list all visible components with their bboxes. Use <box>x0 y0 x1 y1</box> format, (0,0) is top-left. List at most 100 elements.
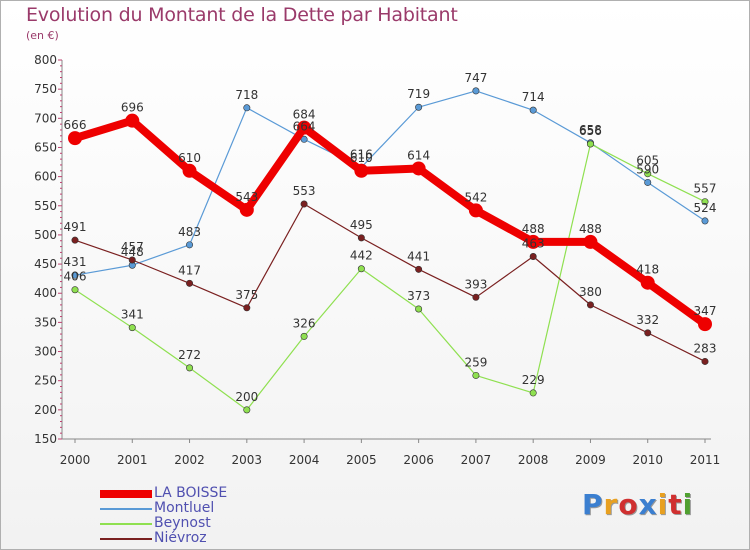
data-label: 542 <box>464 190 487 204</box>
data-label: 463 <box>522 236 545 250</box>
legend: LA BOISSE Montluel Beynost Niévroz <box>100 485 360 546</box>
x-tick-label: 2008 <box>518 453 549 467</box>
data-point <box>300 200 308 208</box>
data-label: 719 <box>407 87 430 101</box>
data-label: 543 <box>235 190 258 204</box>
data-label: 491 <box>64 220 87 234</box>
data-label: 610 <box>178 151 201 165</box>
data-label: 417 <box>178 263 201 277</box>
data-label: 553 <box>293 184 316 198</box>
x-tick-label: 2000 <box>60 453 91 467</box>
data-point <box>415 265 423 273</box>
legend-swatch <box>100 508 152 510</box>
x-tick-label: 2005 <box>346 453 377 467</box>
logo-letter: i <box>682 488 694 521</box>
data-point <box>243 304 251 312</box>
data-label: 347 <box>694 304 717 318</box>
data-label: 332 <box>636 313 659 327</box>
data-point <box>701 198 709 206</box>
data-label: 610 <box>350 151 373 165</box>
data-label: 380 <box>579 285 602 299</box>
y-tick-label: 150 <box>34 432 57 446</box>
legend-item: LA BOISSE <box>100 485 360 501</box>
data-label: 666 <box>64 118 87 132</box>
y-tick-label: 650 <box>34 140 57 154</box>
data-point <box>243 406 251 414</box>
y-tick-label: 600 <box>34 170 57 184</box>
chart-subtitle: (en €) <box>26 29 59 42</box>
x-tick-label: 2003 <box>232 453 263 467</box>
x-tick-label: 2009 <box>575 453 606 467</box>
data-point <box>640 275 655 290</box>
data-label: 393 <box>464 277 487 291</box>
data-point <box>529 252 537 260</box>
data-point <box>415 305 423 313</box>
data-point <box>300 332 308 340</box>
data-point <box>701 217 709 225</box>
y-tick-label: 350 <box>34 315 57 329</box>
data-label: 664 <box>293 119 316 133</box>
data-point <box>71 236 79 244</box>
data-label: 656 <box>579 124 602 138</box>
data-label: 326 <box>293 316 316 330</box>
data-point <box>472 371 480 379</box>
data-label: 488 <box>522 222 545 236</box>
data-point <box>698 317 712 332</box>
data-point <box>468 203 483 218</box>
legend-label: Montluel <box>154 500 215 516</box>
data-point <box>71 286 79 294</box>
data-point <box>354 163 369 178</box>
data-point <box>644 329 652 337</box>
legend-swatch <box>100 523 152 525</box>
x-tick-label: 2011 <box>690 453 721 467</box>
data-label: 557 <box>694 182 717 196</box>
data-label: 259 <box>464 355 487 369</box>
data-point <box>243 104 251 112</box>
data-label: 283 <box>694 341 717 355</box>
data-point <box>529 389 537 397</box>
x-tick-label: 2006 <box>403 453 434 467</box>
y-tick-label: 550 <box>34 199 57 213</box>
y-tick-label: 700 <box>34 111 57 125</box>
data-point <box>300 135 308 143</box>
data-label: 684 <box>293 108 316 122</box>
data-point <box>128 324 136 332</box>
chart-title: Evolution du Montant de la Dette par Hab… <box>26 4 458 26</box>
data-label: 418 <box>636 263 659 277</box>
logo-letter: x <box>638 488 658 521</box>
y-tick-label: 750 <box>34 82 57 96</box>
logo-letter: r <box>603 488 619 521</box>
x-tick-label: 2010 <box>632 453 663 467</box>
data-label: 696 <box>121 101 144 115</box>
data-label: 272 <box>178 348 201 362</box>
data-label: 483 <box>178 225 201 239</box>
data-point <box>526 234 541 249</box>
data-point <box>186 241 194 249</box>
data-point <box>125 113 140 128</box>
data-label: 431 <box>64 255 87 269</box>
data-point <box>239 202 254 217</box>
data-point <box>644 178 652 186</box>
data-point <box>472 293 480 301</box>
data-label: 747 <box>464 71 487 85</box>
logo-letter: o <box>618 488 639 521</box>
data-point <box>186 364 194 372</box>
data-label: 495 <box>350 218 373 232</box>
data-label: 200 <box>235 390 258 404</box>
data-point <box>128 256 136 264</box>
series-line-0 <box>71 116 709 329</box>
y-tick-label: 800 <box>34 53 57 67</box>
data-label: 442 <box>350 249 373 263</box>
legend-item: Niévroz <box>100 530 360 546</box>
x-tick-label: 2004 <box>289 453 320 467</box>
data-point <box>71 271 79 279</box>
data-label: 616 <box>350 147 373 161</box>
data-label: 714 <box>522 90 545 104</box>
data-point <box>701 357 709 365</box>
data-label: 605 <box>636 154 659 168</box>
legend-label: Niévroz <box>154 530 207 546</box>
data-label: 524 <box>694 201 717 215</box>
series-line-3 <box>74 203 706 363</box>
data-point <box>68 131 82 146</box>
